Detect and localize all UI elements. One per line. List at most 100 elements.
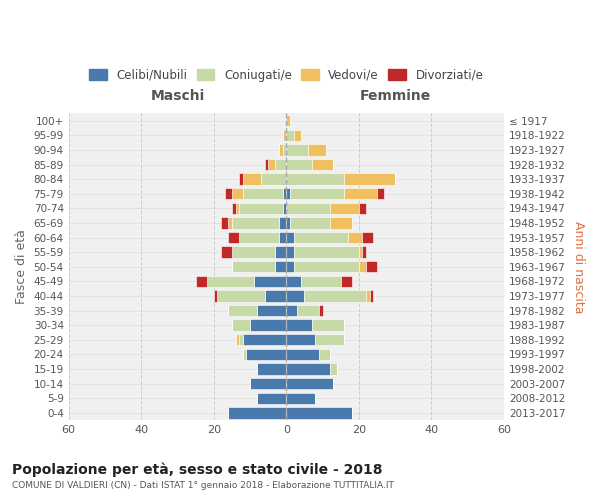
Bar — [275, 261, 286, 272]
Bar — [297, 305, 319, 316]
Bar — [286, 320, 311, 331]
Bar — [243, 188, 283, 200]
Bar — [362, 246, 366, 258]
Bar — [304, 290, 366, 302]
Bar — [283, 202, 286, 214]
Bar — [283, 144, 286, 156]
Bar — [283, 130, 286, 141]
Bar — [286, 174, 344, 185]
Y-axis label: Anni di nascita: Anni di nascita — [572, 220, 585, 313]
Bar — [366, 290, 370, 302]
Bar — [286, 115, 290, 126]
Bar — [286, 392, 316, 404]
Bar — [286, 348, 319, 360]
Bar — [243, 348, 247, 360]
Text: Femmine: Femmine — [359, 89, 431, 103]
Bar — [221, 246, 232, 258]
Bar — [319, 348, 330, 360]
Bar — [257, 364, 286, 374]
Bar — [239, 202, 283, 214]
Bar — [311, 320, 344, 331]
Bar — [286, 364, 330, 374]
Bar — [286, 261, 293, 272]
Bar — [370, 290, 373, 302]
Bar — [250, 378, 286, 390]
Bar — [286, 378, 334, 390]
Bar — [254, 276, 286, 287]
Bar — [239, 174, 243, 185]
Bar — [359, 261, 366, 272]
Bar — [286, 232, 293, 243]
Bar — [286, 305, 297, 316]
Bar — [221, 218, 228, 228]
Bar — [232, 320, 250, 331]
Bar — [286, 159, 311, 170]
Bar — [224, 188, 232, 200]
Bar — [293, 130, 301, 141]
Bar — [319, 305, 323, 316]
Legend: Celibi/Nubili, Coniugati/e, Vedovi/e, Divorziati/e: Celibi/Nubili, Coniugati/e, Vedovi/e, Di… — [85, 64, 488, 86]
Bar — [286, 188, 290, 200]
Bar — [232, 202, 236, 214]
Bar — [330, 364, 337, 374]
Bar — [286, 246, 293, 258]
Bar — [236, 202, 239, 214]
Bar — [311, 159, 334, 170]
Bar — [232, 261, 275, 272]
Bar — [293, 246, 359, 258]
Bar — [316, 334, 344, 345]
Y-axis label: Fasce di età: Fasce di età — [15, 230, 28, 304]
Bar — [217, 290, 265, 302]
Bar — [261, 174, 286, 185]
Bar — [228, 407, 286, 418]
Bar — [344, 174, 395, 185]
Bar — [257, 392, 286, 404]
Bar — [247, 348, 286, 360]
Bar — [206, 276, 254, 287]
Bar — [243, 174, 261, 185]
Bar — [265, 290, 286, 302]
Bar — [236, 334, 239, 345]
Bar — [293, 232, 348, 243]
Bar — [362, 232, 373, 243]
Bar — [286, 218, 290, 228]
Bar — [330, 202, 359, 214]
Bar — [214, 290, 217, 302]
Bar — [286, 202, 330, 214]
Bar — [293, 261, 359, 272]
Bar — [275, 159, 286, 170]
Bar — [279, 218, 286, 228]
Bar — [228, 305, 257, 316]
Bar — [232, 246, 275, 258]
Bar — [348, 232, 362, 243]
Bar — [239, 334, 243, 345]
Bar — [286, 334, 316, 345]
Bar — [228, 218, 232, 228]
Bar — [286, 130, 293, 141]
Bar — [286, 407, 352, 418]
Bar — [286, 290, 304, 302]
Bar — [377, 188, 384, 200]
Bar — [243, 334, 286, 345]
Bar — [250, 320, 286, 331]
Bar — [279, 232, 286, 243]
Text: COMUNE DI VALDIERI (CN) - Dati ISTAT 1° gennaio 2018 - Elaborazione TUTTITALIA.I: COMUNE DI VALDIERI (CN) - Dati ISTAT 1° … — [12, 481, 394, 490]
Bar — [286, 276, 301, 287]
Bar — [359, 246, 362, 258]
Bar — [308, 144, 326, 156]
Bar — [257, 305, 286, 316]
Bar — [268, 159, 275, 170]
Text: Maschi: Maschi — [151, 89, 205, 103]
Bar — [290, 188, 344, 200]
Text: Popolazione per età, sesso e stato civile - 2018: Popolazione per età, sesso e stato civil… — [12, 462, 383, 477]
Bar — [232, 188, 243, 200]
Bar — [265, 159, 268, 170]
Bar — [228, 232, 239, 243]
Bar — [290, 218, 330, 228]
Bar — [359, 202, 366, 214]
Bar — [239, 232, 279, 243]
Bar — [279, 144, 283, 156]
Bar — [330, 218, 352, 228]
Bar — [232, 218, 279, 228]
Bar — [286, 144, 308, 156]
